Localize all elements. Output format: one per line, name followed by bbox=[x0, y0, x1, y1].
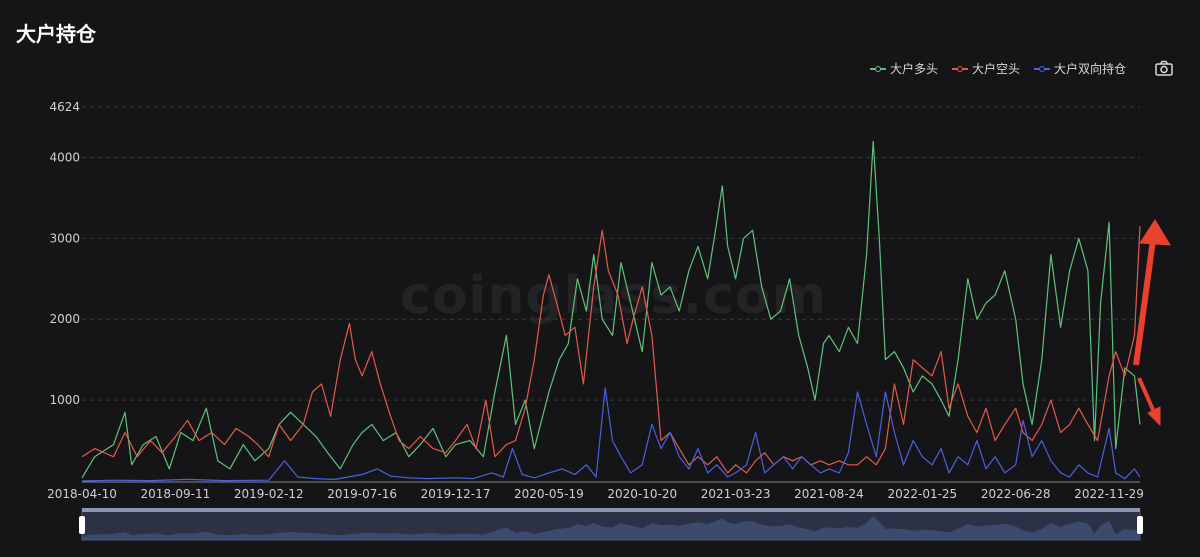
zoom-slider-preview bbox=[82, 516, 1140, 540]
series-line-0 bbox=[81, 140, 1141, 479]
x-tick-label: 2022-01-25 bbox=[887, 487, 957, 501]
legend-swatch-long bbox=[870, 64, 886, 74]
x-tick-label: 2018-09-11 bbox=[140, 487, 210, 501]
zoom-handle-left[interactable] bbox=[79, 516, 85, 534]
x-tick-label: 2019-02-12 bbox=[234, 487, 304, 501]
y-tick-label: 4000 bbox=[49, 150, 80, 164]
y-tick-label: 1000 bbox=[49, 393, 80, 407]
y-tick-label: 4624 bbox=[49, 100, 80, 114]
x-tick-label: 2018-04-10 bbox=[47, 487, 117, 501]
x-tick-label: 2022-11-29 bbox=[1074, 487, 1144, 501]
x-tick-label: 2019-12-17 bbox=[421, 487, 491, 501]
legend-item-both[interactable]: 大户双向持仓 bbox=[1034, 60, 1126, 77]
legend-label-long: 大户多头 bbox=[890, 62, 939, 76]
y-tick-label: 2000 bbox=[49, 312, 80, 326]
x-tick-label: 2020-10-20 bbox=[607, 487, 677, 501]
zoom-slider-top-bar bbox=[82, 508, 1140, 512]
y-tick-label: 3000 bbox=[49, 231, 80, 245]
x-tick-label: 2021-03-23 bbox=[701, 487, 771, 501]
legend-swatch-both bbox=[1034, 64, 1051, 74]
x-tick-label: 2021-08-24 bbox=[794, 487, 864, 501]
chart-title: 大户持仓 bbox=[16, 22, 96, 46]
series-line-1 bbox=[81, 226, 1141, 474]
watermark: coinglass.com bbox=[400, 266, 827, 326]
x-tick-label: 2020-05-19 bbox=[514, 487, 584, 501]
camera-icon[interactable] bbox=[1155, 60, 1173, 76]
zoom-handle-right[interactable] bbox=[1137, 516, 1143, 534]
x-tick-label: 2019-07-16 bbox=[327, 487, 397, 501]
series-line-2 bbox=[81, 387, 1141, 482]
x-tick-label: 2022-06-28 bbox=[981, 487, 1051, 501]
legend-swatch-short bbox=[952, 64, 969, 74]
legend-item-short[interactable]: 大户空头 bbox=[952, 60, 1020, 77]
legend-label-both: 大户双向持仓 bbox=[1054, 62, 1127, 76]
legend-label-short: 大户空头 bbox=[972, 62, 1021, 76]
legend-item-long[interactable]: 大户多头 bbox=[870, 60, 938, 77]
legend: 大户多头 大户空头 大户双向持仓 bbox=[870, 60, 1126, 77]
